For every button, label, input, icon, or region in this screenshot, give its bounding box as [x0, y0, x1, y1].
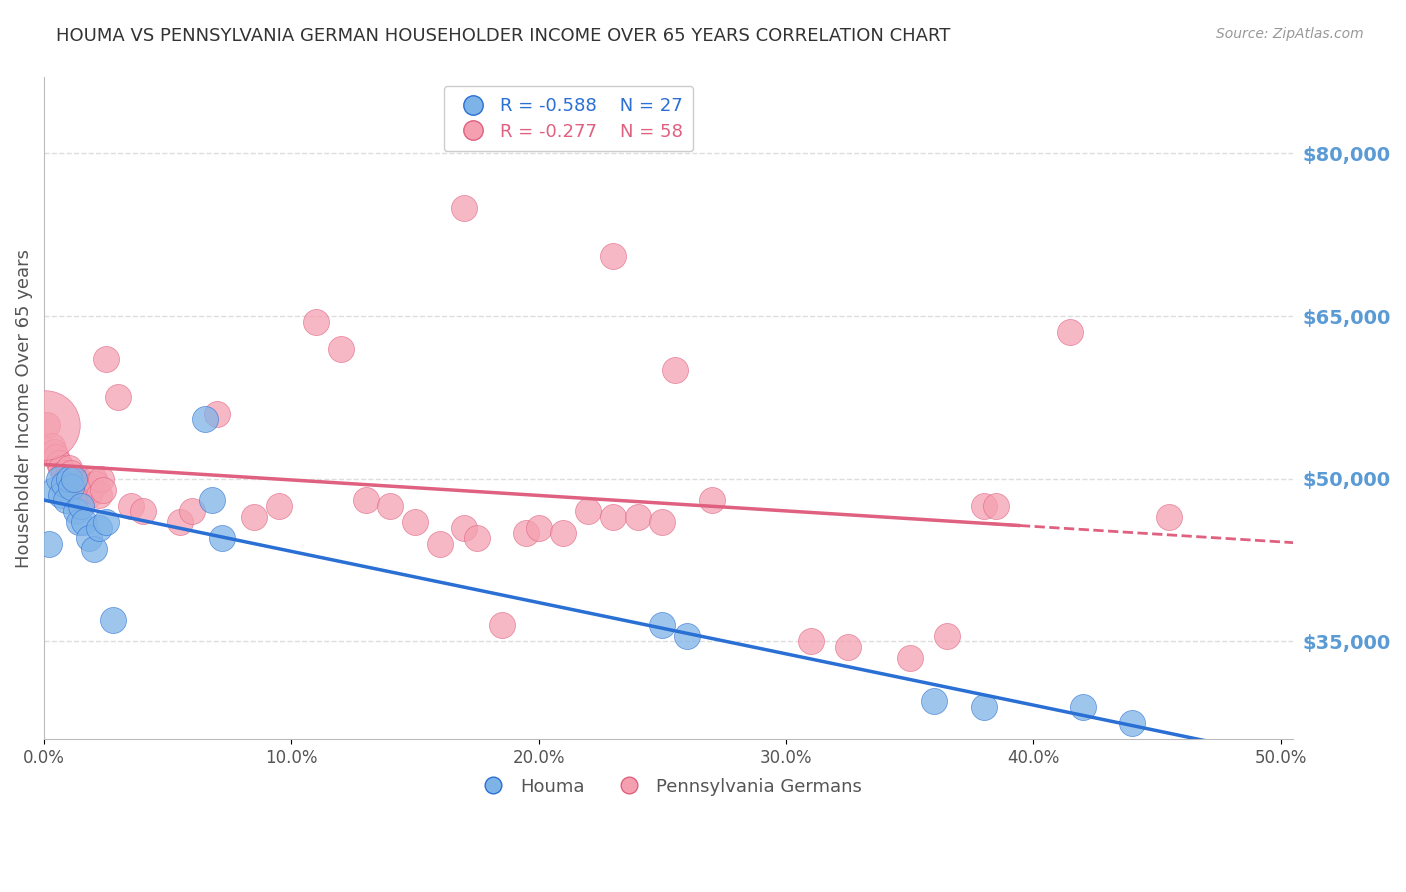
Point: [52, 477, 75, 491]
Point: [267, 499, 290, 513]
Point: [211, 532, 233, 546]
Point: [48, 472, 70, 486]
Point: [527, 520, 550, 534]
Point: [576, 504, 599, 518]
Point: [602, 509, 624, 524]
Text: Source: ZipAtlas.com: Source: ZipAtlas.com: [1216, 27, 1364, 41]
Point: [62, 472, 84, 486]
Point: [65, 504, 87, 518]
Point: [800, 634, 823, 648]
Point: [48, 456, 70, 470]
Point: [700, 493, 723, 508]
Point: [491, 618, 513, 632]
Point: [553, 526, 575, 541]
Point: [973, 499, 995, 513]
Point: [34, 417, 56, 432]
Point: [404, 515, 426, 529]
Point: [87, 488, 110, 502]
Point: [205, 407, 228, 421]
Point: [837, 640, 859, 654]
Point: [898, 650, 921, 665]
Point: [60, 480, 83, 494]
Text: HOUMA VS PENNSYLVANIA GERMAN HOUSEHOLDER INCOME OVER 65 YEARS CORRELATION CHART: HOUMA VS PENNSYLVANIA GERMAN HOUSEHOLDER…: [56, 27, 950, 45]
Point: [181, 504, 204, 518]
Point: [75, 483, 97, 497]
Point: [120, 499, 142, 513]
Point: [45, 450, 67, 464]
Point: [80, 483, 103, 497]
Point: [243, 509, 266, 524]
Point: [62, 472, 84, 486]
Point: [107, 391, 129, 405]
Point: [453, 520, 475, 534]
Point: [429, 537, 451, 551]
Point: [354, 493, 377, 508]
Y-axis label: Householder Income Over 65 years: Householder Income Over 65 years: [15, 249, 32, 568]
Point: [42, 483, 65, 497]
Point: [90, 472, 112, 486]
Point: [83, 472, 105, 486]
Point: [132, 504, 155, 518]
Point: [58, 461, 80, 475]
Point: [84, 477, 107, 491]
Point: [87, 520, 110, 534]
Point: [626, 509, 648, 524]
Point: [58, 472, 80, 486]
Point: [329, 342, 352, 356]
Legend: Houma, Pennsylvania Germans: Houma, Pennsylvania Germans: [467, 771, 869, 803]
Point: [1159, 509, 1181, 524]
Point: [41, 439, 63, 453]
Point: [70, 499, 93, 513]
Point: [70, 477, 93, 491]
Point: [935, 629, 957, 643]
Point: [380, 499, 402, 513]
Point: [38, 537, 60, 551]
Point: [973, 699, 995, 714]
Point: [55, 472, 77, 486]
Point: [94, 515, 117, 529]
Point: [94, 352, 117, 367]
Point: [194, 412, 217, 426]
Point: [67, 515, 90, 529]
Point: [676, 629, 699, 643]
Point: [1121, 715, 1143, 730]
Point: [35, 417, 58, 432]
Point: [664, 363, 686, 377]
Point: [986, 499, 1008, 513]
Point: [60, 467, 83, 481]
Point: [42, 444, 65, 458]
Point: [1059, 326, 1081, 340]
Point: [55, 493, 77, 508]
Point: [73, 477, 96, 491]
Point: [52, 467, 75, 481]
Point: [465, 532, 488, 546]
Point: [51, 461, 73, 475]
Point: [73, 515, 96, 529]
Point: [65, 477, 87, 491]
Point: [515, 526, 537, 541]
Point: [103, 613, 125, 627]
Point: [169, 515, 191, 529]
Point: [651, 515, 673, 529]
Point: [93, 483, 115, 497]
Point: [51, 488, 73, 502]
Point: [67, 472, 90, 486]
Point: [77, 532, 100, 546]
Point: [305, 314, 328, 328]
Point: [651, 618, 673, 632]
Point: [83, 542, 105, 557]
Point: [453, 201, 475, 215]
Point: [65, 472, 87, 486]
Point: [77, 488, 100, 502]
Point: [602, 249, 624, 263]
Point: [201, 493, 224, 508]
Point: [1071, 699, 1094, 714]
Point: [924, 694, 946, 708]
